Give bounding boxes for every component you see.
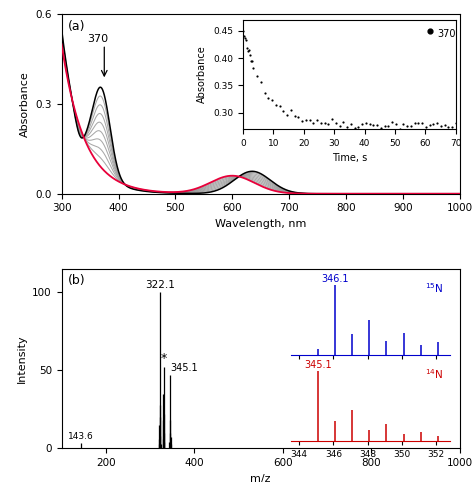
Text: *: * [160, 352, 166, 365]
Text: 370: 370 [87, 34, 108, 44]
Text: 322.1: 322.1 [145, 280, 175, 290]
Y-axis label: Absorbance: Absorbance [20, 71, 30, 137]
Y-axis label: Intensity: Intensity [17, 335, 27, 383]
Text: (a): (a) [68, 20, 85, 33]
Text: (b): (b) [68, 274, 85, 287]
Text: 345.1: 345.1 [170, 362, 198, 373]
Text: 143.6: 143.6 [68, 432, 94, 441]
X-axis label: m/z: m/z [250, 473, 271, 482]
X-axis label: Wavelength, nm: Wavelength, nm [215, 219, 306, 229]
